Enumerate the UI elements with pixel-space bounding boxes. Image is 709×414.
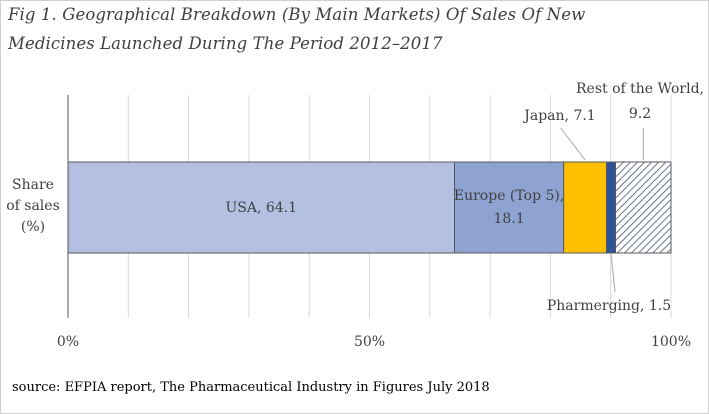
y-category-label: (%) (21, 219, 45, 235)
x-tick-label: 50% (354, 334, 385, 350)
data-label-europe: 18.1 (494, 211, 525, 227)
leader-line-pharmerging (610, 253, 616, 293)
data-label-rest-of-world: Rest of the World, (576, 81, 704, 97)
leader-line-japan (560, 127, 586, 161)
data-label-europe: Europe (Top 5), (454, 188, 564, 204)
bar-segment-japan (563, 161, 607, 254)
y-category-label: of sales (6, 198, 60, 214)
data-label-rest-of-world: 9.2 (629, 106, 651, 122)
bar-segment-europe-top-5 (454, 161, 565, 254)
bar-segment-pharmerging (605, 161, 617, 254)
bar-segment-usa (67, 161, 456, 254)
bar-segment-rest-of-the-world (615, 161, 672, 254)
x-tick-label: 0% (57, 334, 79, 350)
chart-title-line-1: Fig 1. Geographical Breakdown (By Main M… (8, 5, 586, 24)
data-label-usa: USA, 64.1 (225, 200, 297, 216)
source-note: source: EFPIA report, The Pharmaceutical… (12, 380, 490, 395)
data-label-pharmerging: Pharmerging, 1.5 (547, 298, 671, 314)
x-tick-label: 100% (651, 334, 691, 350)
data-label-japan: Japan, 7.1 (522, 108, 595, 124)
y-category-label: Share (12, 177, 54, 193)
chart-title-line-2: Medicines Launched During The Period 201… (8, 34, 443, 53)
